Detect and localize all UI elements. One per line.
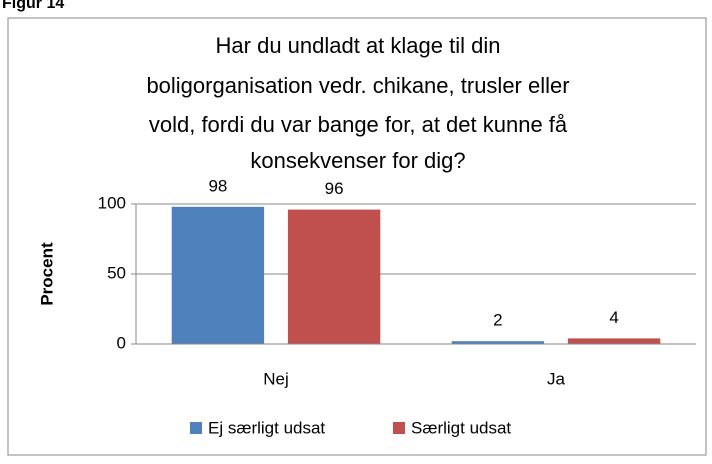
y-tick-label: 0: [117, 333, 126, 352]
chart-title: vold, fordi du var bange for, at det kun…: [149, 112, 568, 137]
figure-label: Figur 14: [2, 0, 64, 12]
data-label: 98: [208, 176, 227, 195]
bar: [171, 206, 265, 344]
bar: [451, 341, 545, 344]
chart-title: boligorganisation vedr. chikane, trusler…: [146, 73, 569, 98]
y-axis-label: Procent: [37, 242, 56, 306]
legend-swatch: [190, 422, 202, 434]
legend-label: Ej særligt udsat: [208, 418, 325, 437]
y-tick-label: 100: [98, 193, 126, 212]
legend-swatch: [393, 422, 405, 434]
data-label: 4: [609, 308, 618, 327]
bar: [567, 338, 661, 344]
chart-title: konsekvenser for dig?: [250, 148, 465, 173]
y-tick-label: 50: [107, 263, 126, 282]
data-label: 2: [493, 311, 502, 330]
data-label: 96: [325, 179, 344, 198]
bar: [287, 209, 381, 344]
x-tick-label: Nej: [263, 369, 289, 388]
x-tick-label: Ja: [547, 369, 566, 388]
legend-label: Særligt udsat: [411, 418, 511, 437]
chart-title: Har du undladt at klage til din: [216, 33, 501, 58]
